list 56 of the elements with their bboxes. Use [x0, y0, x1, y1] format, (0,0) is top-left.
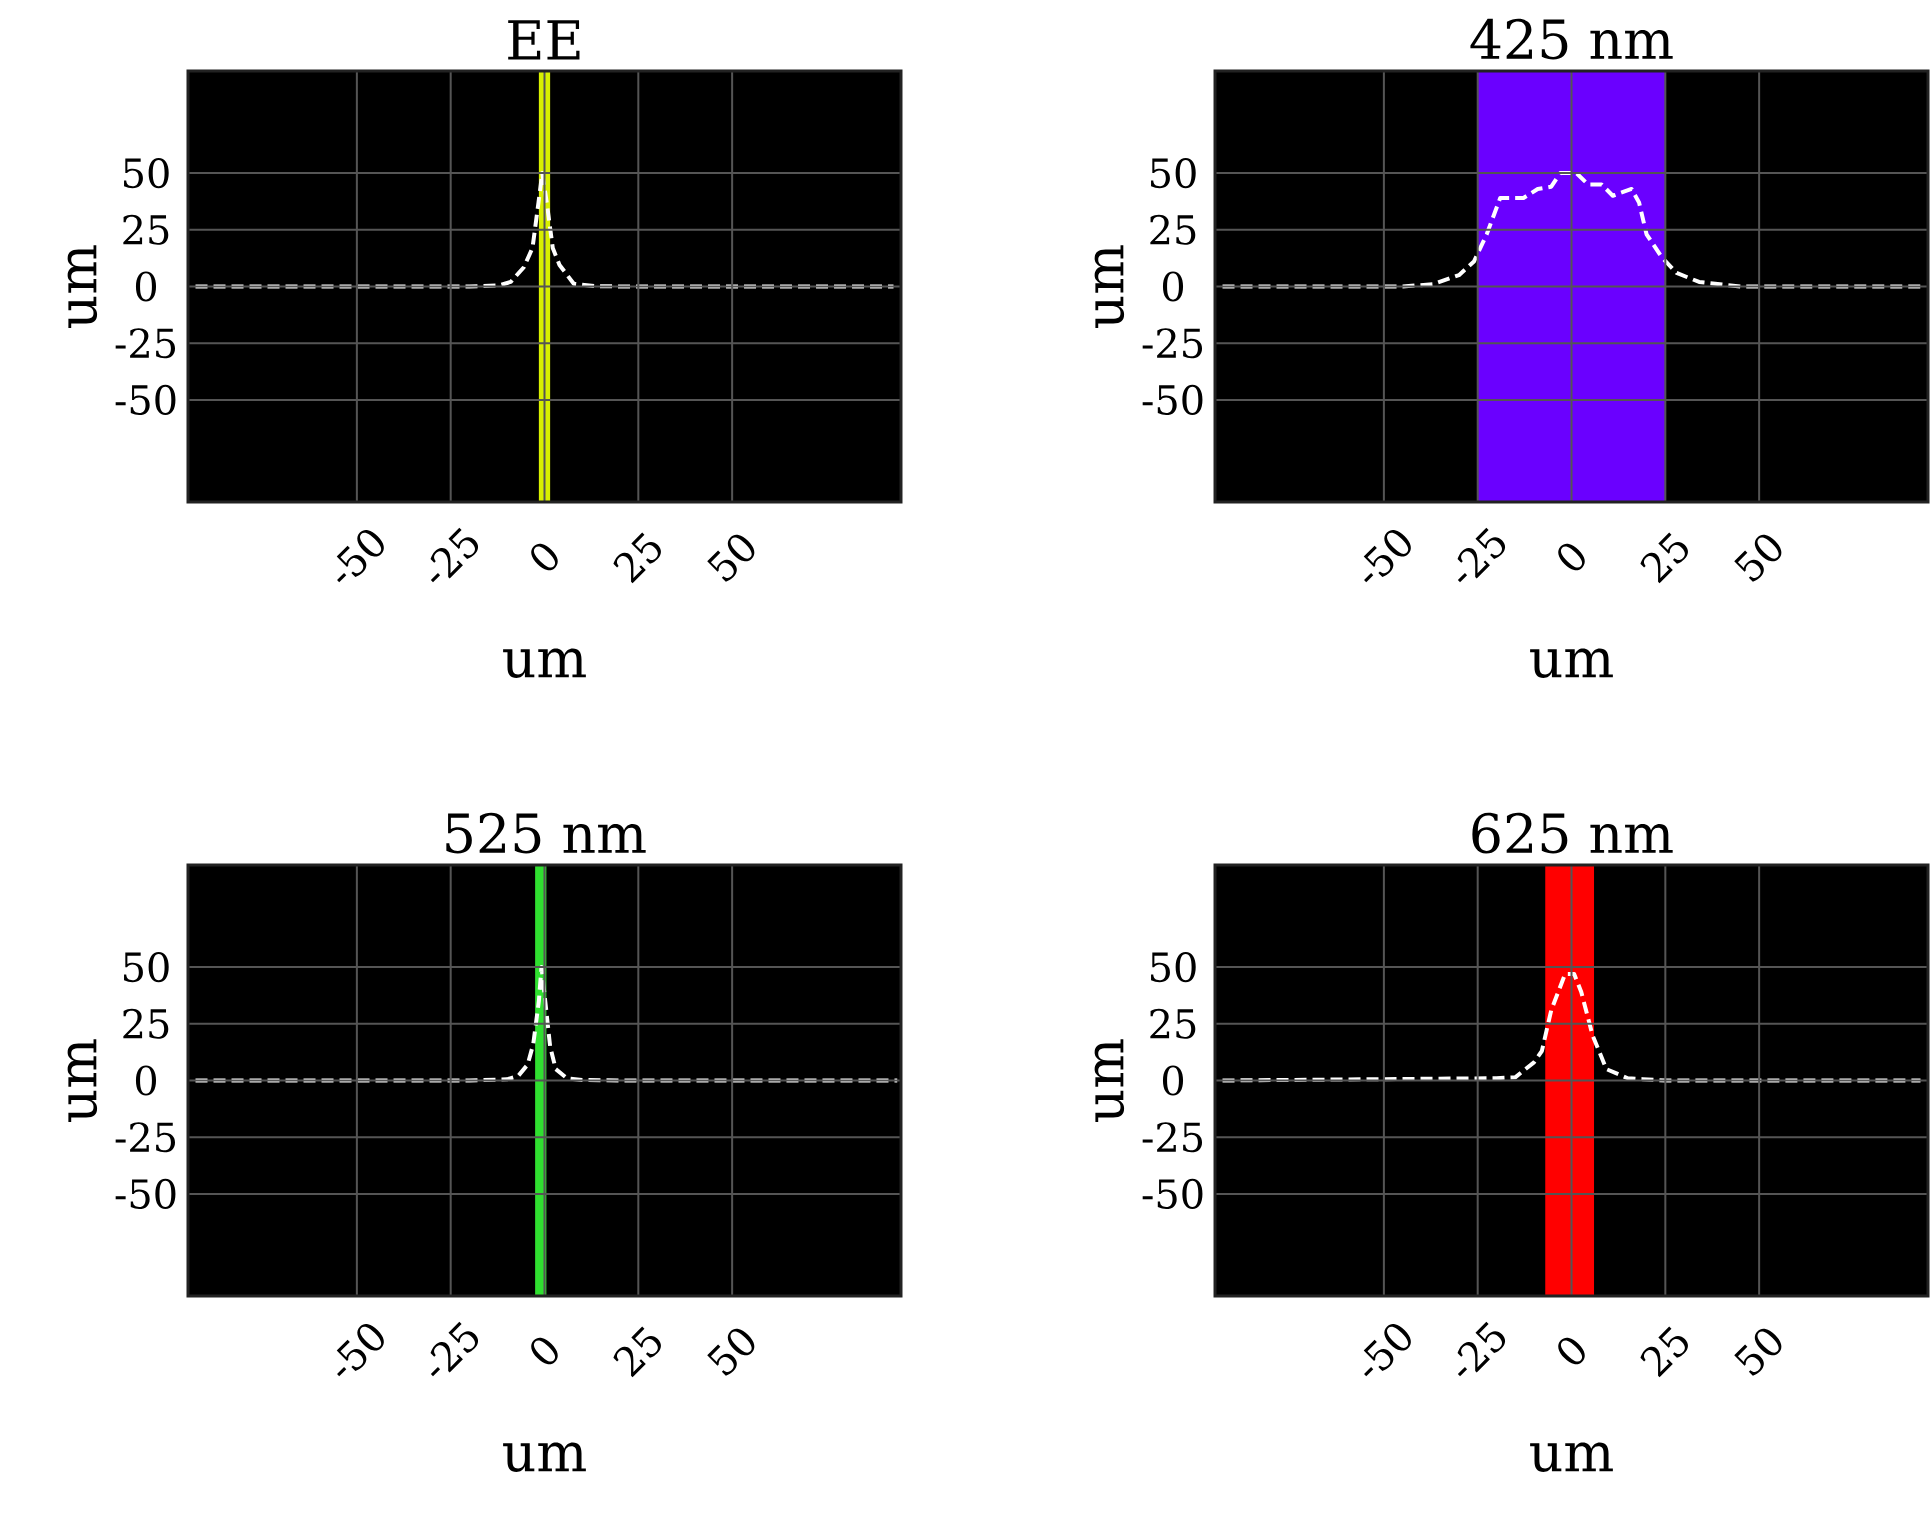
y-tick-label: 25 [123, 1008, 169, 1039]
y-tick-label: 25 [123, 214, 169, 245]
chart-title: 525 nm [446, 812, 646, 854]
y-tick-label: -50 [1142, 1178, 1203, 1209]
x-tick-label: 25 [1640, 532, 1688, 584]
x-tick-label: 0 [1558, 1337, 1585, 1365]
x-axis-title: um [1530, 1442, 1613, 1473]
x-tick-label: -50 [1363, 1324, 1411, 1377]
x-tick-label: 0 [1558, 543, 1585, 571]
line-series [193, 171, 896, 289]
y-tick-label: -25 [115, 1122, 176, 1153]
y-tick-label: 25 [1150, 1008, 1196, 1039]
x-tick-label: 0 [531, 1337, 558, 1365]
y-tick-label: -25 [1142, 1122, 1203, 1153]
y-axis-title: um [1094, 245, 1125, 328]
x-tick-label: 50 [707, 1328, 755, 1376]
x-axis-title: um [503, 1442, 586, 1473]
x-tick-label: 25 [613, 1326, 661, 1378]
x-tick-label: -50 [336, 1324, 384, 1377]
x-tick-label: -50 [1363, 530, 1411, 583]
x-tick-label: -25 [1457, 527, 1506, 583]
x-tick-label: 50 [1734, 534, 1782, 582]
line-series [193, 965, 900, 1083]
x-tick-label: -25 [1457, 1321, 1506, 1377]
y-tick-label: 50 [1151, 952, 1196, 983]
y-tick-label: -25 [1142, 328, 1203, 359]
y-tick-label: 0 [1162, 271, 1184, 302]
x-tick-label: 25 [613, 532, 661, 584]
x-tick-label: -50 [336, 530, 384, 583]
y-tick-label: -50 [1142, 384, 1203, 415]
y-axis-title: um [67, 245, 98, 328]
y-tick-label: 50 [1151, 157, 1196, 189]
y-axis-title: um [67, 1039, 98, 1122]
x-tick-label: 50 [707, 534, 755, 582]
x-axis-title: um [503, 648, 586, 678]
chart-title: 425 nm [1470, 18, 1673, 60]
x-tick-label: 25 [1640, 1326, 1688, 1378]
x-tick-label: 0 [531, 543, 558, 571]
y-tick-label: 0 [135, 1065, 157, 1096]
y-tick-label: 50 [124, 157, 169, 189]
line-series [1220, 971, 1923, 1083]
line-series [1220, 171, 1923, 289]
y-axis-title: um [1094, 1039, 1125, 1122]
x-tick-label: -25 [430, 527, 479, 583]
x-tick-label: -25 [430, 1321, 479, 1377]
chart-title: 625 nm [1472, 812, 1673, 854]
x-tick-label: 50 [1734, 1328, 1782, 1376]
y-tick-label: 0 [1162, 1065, 1184, 1096]
y-tick-label: -50 [115, 1178, 176, 1209]
y-tick-label: 0 [135, 271, 157, 302]
y-tick-label: 25 [1150, 214, 1196, 245]
y-tick-label: -50 [115, 384, 176, 415]
y-tick-label: 50 [124, 952, 169, 983]
y-tick-label: -25 [115, 328, 176, 359]
chart-title: EE [508, 20, 580, 60]
x-axis-title: um [1530, 648, 1613, 678]
